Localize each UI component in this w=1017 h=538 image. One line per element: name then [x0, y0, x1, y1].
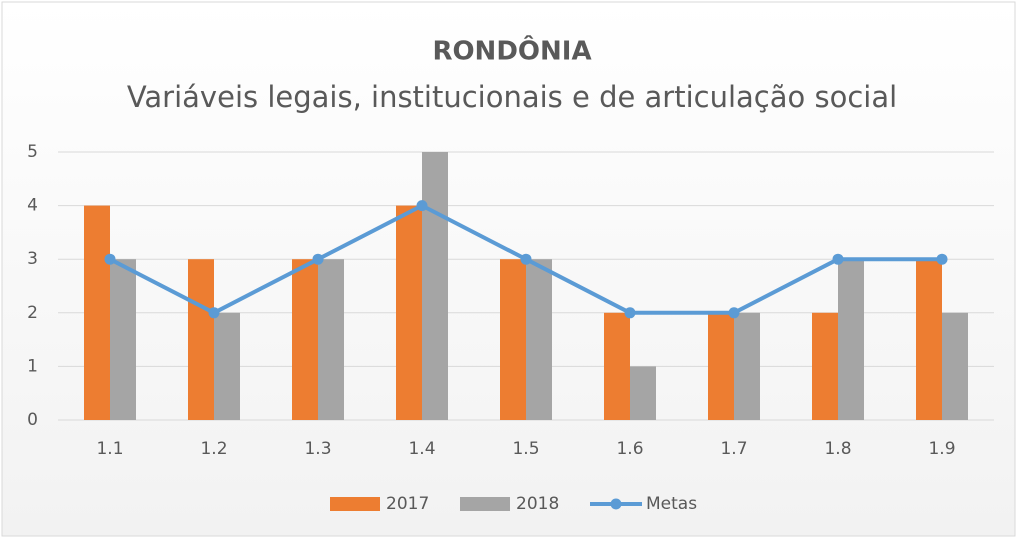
- y-tick-label: 1: [27, 356, 38, 376]
- y-tick-label: 2: [27, 303, 38, 323]
- bar: [812, 312, 838, 420]
- bar: [422, 152, 448, 420]
- x-tick-label: 1.6: [616, 439, 643, 459]
- line-marker: [832, 253, 844, 265]
- line-marker: [104, 253, 116, 265]
- chart-title: RONDÔNIA: [432, 35, 591, 67]
- x-tick-label: 1.2: [200, 439, 227, 459]
- line-marker: [312, 253, 324, 265]
- x-tick-label: 1.9: [928, 439, 955, 459]
- x-tick-label: 1.8: [824, 439, 851, 459]
- bar: [942, 312, 968, 420]
- y-tick-label: 4: [27, 196, 38, 216]
- y-tick-label: 3: [27, 249, 38, 269]
- bar: [916, 259, 942, 420]
- bar: [84, 205, 110, 420]
- bar: [526, 259, 552, 420]
- line-marker: [520, 253, 532, 265]
- chart-subtitle: Variáveis legais, institucionais e de ar…: [127, 80, 897, 114]
- bar: [838, 259, 864, 420]
- bar: [708, 312, 734, 420]
- legend-label: Metas: [646, 494, 697, 514]
- x-tick-label: 1.1: [96, 439, 123, 459]
- bar: [630, 366, 656, 420]
- x-tick-label: 1.4: [408, 439, 435, 459]
- x-tick-label: 1.3: [304, 439, 331, 459]
- bar: [292, 259, 318, 420]
- bar: [734, 312, 760, 420]
- line-marker: [624, 307, 636, 319]
- legend-label: 2018: [516, 494, 559, 514]
- legend-swatch: [460, 497, 510, 511]
- bar: [396, 205, 422, 420]
- bar: [318, 259, 344, 420]
- legend-swatch: [330, 497, 380, 511]
- line-marker: [728, 307, 740, 319]
- bar: [110, 259, 136, 420]
- bar: [214, 312, 240, 420]
- bar: [604, 312, 630, 420]
- y-tick-label: 5: [27, 142, 38, 162]
- bar: [500, 259, 526, 420]
- legend-marker: [610, 498, 622, 510]
- line-marker: [208, 307, 220, 319]
- y-tick-label: 0: [27, 410, 38, 430]
- line-marker: [416, 200, 428, 212]
- line-marker: [936, 253, 948, 265]
- x-tick-label: 1.5: [512, 439, 539, 459]
- bar: [188, 259, 214, 420]
- x-tick-label: 1.7: [720, 439, 747, 459]
- legend-label: 2017: [386, 494, 429, 514]
